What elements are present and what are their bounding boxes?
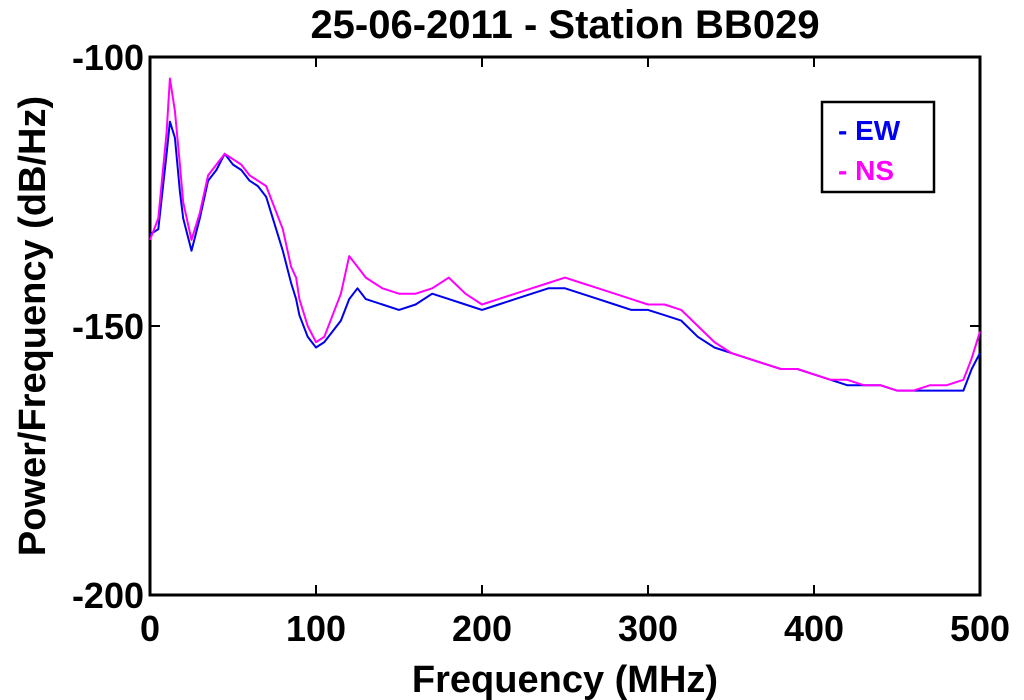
x-tick-label-5: 500 xyxy=(950,608,1010,649)
y-axis-label: Power/Frequency (dB/Hz) xyxy=(12,96,54,556)
x-tick-label-3: 300 xyxy=(618,608,678,649)
y-tick-label-0: -200 xyxy=(72,575,144,616)
x-tick-label-4: 400 xyxy=(784,608,844,649)
x-tick-label-0: 0 xyxy=(140,608,160,649)
y-tick-label-2: -100 xyxy=(72,37,144,78)
series-line-ns xyxy=(149,77,981,392)
axis-ticks: 0 100 200 300 400 500 -200 -150 -100 xyxy=(72,37,1010,649)
legend-item-ew: - EW xyxy=(838,115,901,146)
legend-item-ns: - NS xyxy=(838,155,894,186)
x-tick-label-2: 200 xyxy=(452,608,512,649)
chart-title: 25-06-2011 - Station BB029 xyxy=(310,3,819,47)
legend-box xyxy=(820,100,936,194)
legend: - EW - NS xyxy=(820,100,936,194)
series-group xyxy=(149,77,981,392)
x-axis-label: Frequency (MHz) xyxy=(412,659,718,700)
y-tick-label-1: -150 xyxy=(72,306,144,347)
x-tick-label-1: 100 xyxy=(286,608,346,649)
